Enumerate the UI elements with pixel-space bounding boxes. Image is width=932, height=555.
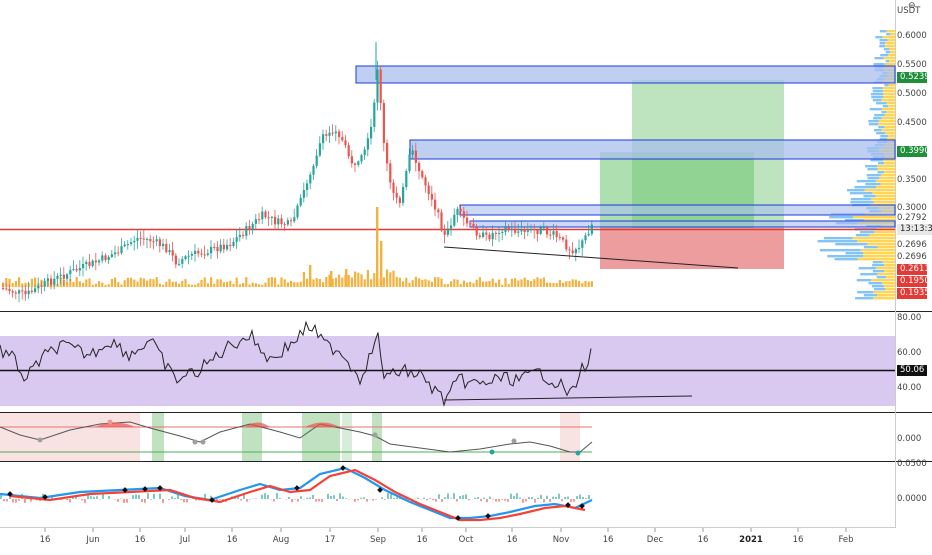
resistance-zone-0.40[interactable] <box>410 140 895 159</box>
time-axis-label: Feb <box>838 535 853 545</box>
price-tick: 0.2792 <box>897 213 927 223</box>
price-tick: 0.2696 <box>897 252 927 262</box>
rsi-tick: 80.00 <box>897 313 921 323</box>
time-axis-label: 16 <box>698 535 709 545</box>
rsi-tick: 40.00 <box>897 383 921 393</box>
price-tick: 0.2696 <box>897 240 927 250</box>
time-axis-label: 16 <box>603 535 614 545</box>
price-badge-target-1: 0.5239 <box>897 72 927 83</box>
long-target-zone-2[interactable] <box>600 152 754 228</box>
time-axis-label: Oct <box>459 535 474 545</box>
axis-ticks <box>45 528 846 532</box>
price-tick: 0.5000 <box>897 89 927 99</box>
resistance-zone-0.28[interactable] <box>470 221 895 227</box>
time-axis-label: Sep <box>370 535 386 545</box>
macd-line <box>0 468 592 518</box>
time-axis-label: Jun <box>86 535 99 545</box>
time-axis-label: 17 <box>325 535 336 545</box>
macd-tick: 0.0000 <box>897 494 927 504</box>
macd-signal-line <box>10 470 585 520</box>
price-tick: 0.4500 <box>897 118 927 128</box>
price-tick: 0.3000 <box>897 203 927 213</box>
price-badge-target-2: 0.3990 <box>897 146 927 157</box>
time-axis-label: 16 <box>40 535 51 545</box>
resistance-zone-0.52[interactable] <box>356 66 895 83</box>
time-axis-label: 16 <box>417 535 428 545</box>
price-tick: 0.6000 <box>897 31 927 41</box>
time-axis-label: 2021 <box>739 535 763 545</box>
time-axis-label: Nov <box>553 535 570 545</box>
price-badge-support: 0.2611 <box>897 264 927 275</box>
time-axis-label: Aug <box>273 535 290 545</box>
price-tick: 0.5500 <box>897 60 927 70</box>
lock-scale-icon[interactable]: ⊖ <box>908 1 916 11</box>
price-badge-stop-2: 0.1935 <box>897 288 927 299</box>
time-axis-label: 16 <box>793 535 804 545</box>
countdown-badge: 13:13:38 <box>897 224 932 235</box>
time-axis-label: 16 <box>227 535 238 545</box>
time-axis-label: 16 <box>135 535 146 545</box>
time-axis-label: 16 <box>507 535 518 545</box>
oscillator-tick: 0.000 <box>897 434 921 444</box>
price-tick: 0.3500 <box>897 175 927 185</box>
long-stop-zone[interactable] <box>600 228 784 269</box>
time-axis-label: Jul <box>180 535 190 545</box>
price-badge-stop-1: 0.1950 <box>897 276 927 287</box>
time-axis-label: Dec <box>647 535 663 545</box>
rsi-current-badge: 50.06 <box>897 365 927 376</box>
resistance-zone-0.30[interactable] <box>460 205 895 215</box>
macd-tick: 0.0500 <box>897 459 927 469</box>
rsi-tick: 60.00 <box>897 348 921 358</box>
